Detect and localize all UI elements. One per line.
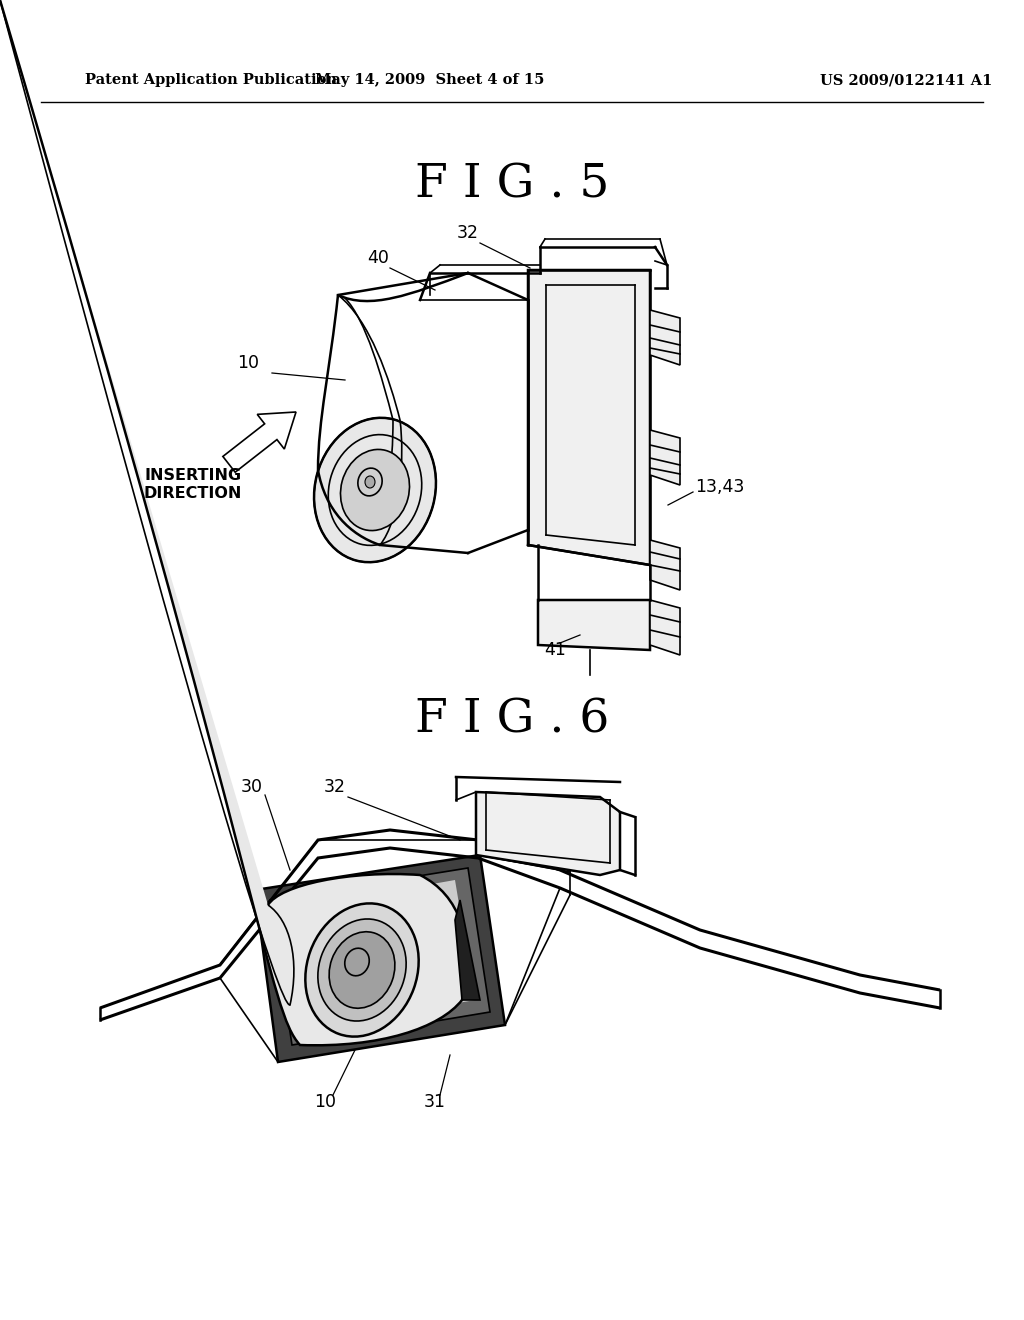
Text: May 14, 2009  Sheet 4 of 15: May 14, 2009 Sheet 4 of 15 [315,73,545,87]
Text: 41: 41 [544,642,566,659]
Polygon shape [270,869,490,1045]
Polygon shape [650,430,680,484]
Text: 32: 32 [324,777,346,796]
Text: F I G . 5: F I G . 5 [415,162,609,207]
Polygon shape [650,540,680,590]
Ellipse shape [329,932,395,1008]
Text: 40: 40 [367,249,389,267]
PathPatch shape [0,874,467,1320]
Ellipse shape [305,903,419,1036]
Text: F I G . 6: F I G . 6 [415,697,609,743]
Polygon shape [650,310,680,366]
Text: 31: 31 [424,1093,446,1111]
Polygon shape [223,412,296,473]
Polygon shape [455,900,480,1001]
Ellipse shape [314,418,436,562]
Polygon shape [528,271,650,565]
Text: Patent Application Publication: Patent Application Publication [85,73,337,87]
Ellipse shape [341,449,410,531]
Text: 32: 32 [457,224,479,242]
Text: 30: 30 [241,777,263,796]
Polygon shape [285,880,475,1030]
Polygon shape [255,855,505,1063]
Polygon shape [476,792,620,875]
Text: INSERTING: INSERTING [144,467,242,483]
Text: 10: 10 [237,354,259,372]
Text: 10: 10 [314,1093,336,1111]
Text: 13,43: 13,43 [695,478,744,496]
Polygon shape [650,601,680,655]
Text: DIRECTION: DIRECTION [143,486,243,500]
Text: US 2009/0122141 A1: US 2009/0122141 A1 [820,73,992,87]
Ellipse shape [317,919,407,1022]
Ellipse shape [365,477,375,488]
Polygon shape [538,601,650,649]
